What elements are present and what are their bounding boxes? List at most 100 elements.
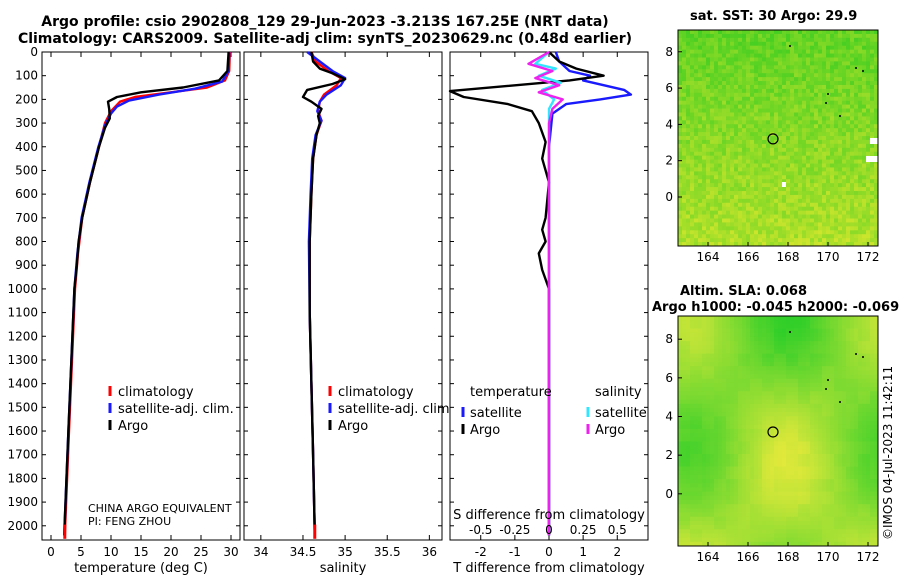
sst-map-cell	[866, 238, 871, 243]
sst-map-cell	[854, 73, 859, 78]
sst-map-cell	[758, 214, 763, 219]
sst-map-cell	[862, 155, 867, 160]
sla-map-cell	[802, 362, 807, 367]
sla-map-cell	[830, 391, 835, 396]
sst-map-cell	[858, 132, 863, 137]
sst-map-cell	[822, 45, 827, 51]
sst-map-cell	[806, 206, 811, 212]
sla-map-cell	[862, 391, 867, 396]
sst-map-cell	[690, 194, 695, 200]
sst-map-cell	[810, 112, 815, 117]
sst-map-cell	[786, 96, 791, 102]
sst-map-cell	[702, 202, 707, 208]
sst-map-cell	[734, 210, 739, 215]
sst-map-cell	[870, 194, 875, 200]
sla-map-cell	[810, 428, 815, 434]
sst-map-cell	[770, 167, 775, 172]
sla-map-cell	[870, 374, 875, 380]
sla-map-cell	[746, 345, 751, 350]
sla-map-cell	[802, 424, 807, 430]
sst-map-cell	[818, 77, 823, 82]
sst-map-cell	[710, 30, 715, 35]
sst-map-cell	[850, 81, 855, 86]
sla-map-cell	[682, 433, 687, 438]
sla-map-cell	[838, 433, 843, 438]
sst-map-cell	[762, 136, 767, 141]
sla-map-cell	[726, 470, 731, 476]
sst-map-cell	[698, 167, 703, 172]
sst-map-cell	[862, 214, 867, 219]
sst-map-cell	[714, 132, 719, 137]
sst-map-cell	[714, 84, 719, 90]
sst-map-cell	[786, 151, 791, 157]
sst-map-cell	[686, 230, 691, 235]
sla-map-cell	[706, 449, 711, 455]
sst-map-cell	[714, 167, 719, 172]
sla-map-cell	[874, 382, 879, 388]
sst-map-cell	[850, 69, 855, 74]
sst-map-cell	[802, 214, 807, 219]
sla-map-cell	[730, 345, 735, 350]
sst-map-cell	[778, 163, 783, 168]
sst-map-cell	[770, 151, 775, 157]
sla-map-cell	[838, 362, 843, 367]
sla-map-cell	[686, 320, 691, 325]
sst-map-cell	[782, 73, 787, 78]
sst-map-cell	[870, 100, 875, 106]
sst-map-cell	[726, 139, 731, 145]
sst-map-cell	[738, 151, 743, 157]
sla-map-cell	[678, 445, 683, 451]
sst-map-cell	[794, 104, 799, 109]
sst-map-cell	[826, 88, 831, 94]
sst-map-cell	[770, 238, 775, 243]
sla-map-cell	[714, 349, 719, 355]
sla-map-cell	[846, 424, 851, 430]
sst-map-cell	[766, 175, 771, 180]
sla-map-cell	[854, 449, 859, 455]
sst-map-cell	[850, 108, 855, 113]
sla-map-cell	[790, 408, 795, 413]
sst-map-cell	[854, 132, 859, 137]
sst-map-cell	[774, 128, 779, 133]
sst-map-cell	[834, 139, 839, 145]
sst-map-cell	[718, 179, 723, 184]
sst-map-cell	[870, 30, 875, 35]
sst-map-cell	[750, 136, 755, 141]
sst-map-cell	[718, 187, 723, 192]
sst-map-cell	[702, 104, 707, 109]
sst-map-cell	[858, 238, 863, 243]
sla-map-cell	[830, 399, 835, 405]
sla-map-cell	[698, 378, 703, 384]
sst-map-cell	[694, 218, 699, 223]
sla-map-cell	[846, 395, 851, 401]
sst-map-cell	[726, 242, 731, 247]
sst-map-cell	[814, 88, 819, 94]
sst-map-cell	[746, 132, 751, 137]
sla-map-cell	[850, 403, 855, 409]
sla-map-cell	[830, 462, 835, 467]
sst-map-cell	[870, 234, 875, 239]
sla-map-cell	[774, 370, 779, 375]
sst-map-cell	[842, 57, 847, 62]
sst-map-cell	[734, 41, 739, 47]
sst-map-cell	[810, 73, 815, 78]
sla-map-cell	[866, 458, 871, 463]
sst-map-cell	[818, 104, 823, 109]
sla-map-cell	[866, 382, 871, 388]
sst-map-cell	[706, 163, 711, 168]
sst-map-cell	[798, 96, 803, 102]
sst-map-cell	[770, 191, 775, 196]
sst-map-cell	[802, 194, 807, 200]
sst-map-cell	[842, 73, 847, 78]
sst-map-cell	[762, 230, 767, 235]
sla-map-cell	[758, 416, 763, 421]
sla-map-cell	[790, 403, 795, 409]
sst-map-cell	[818, 100, 823, 106]
sst-map-cell	[830, 143, 835, 149]
sla-map-cell	[742, 454, 747, 459]
sla-map-cell	[858, 474, 863, 480]
sla-map-cell	[678, 474, 683, 480]
sst-map-cell	[702, 49, 707, 54]
sst-map-cell	[690, 218, 695, 223]
sla-map-cell	[706, 328, 711, 334]
